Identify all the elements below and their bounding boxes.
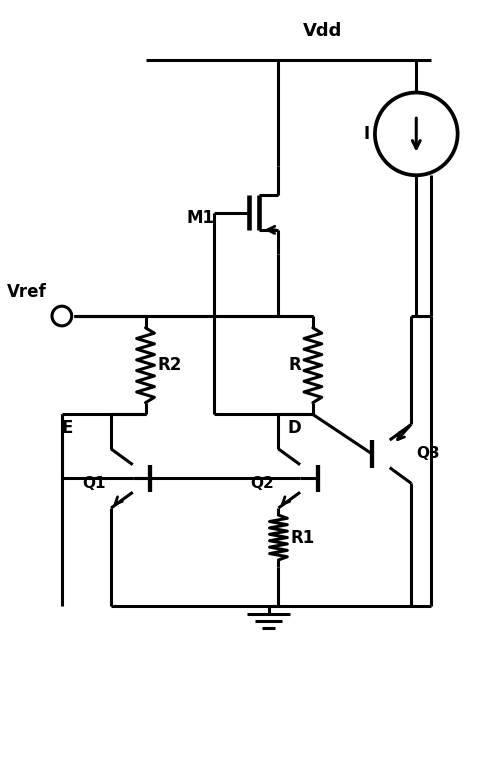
Text: Vdd: Vdd <box>303 22 342 40</box>
Text: D: D <box>287 419 301 438</box>
Text: Q2: Q2 <box>250 476 273 491</box>
Text: M1: M1 <box>186 209 214 227</box>
Text: R2: R2 <box>158 356 182 374</box>
Text: Vref: Vref <box>7 283 47 301</box>
Text: Q1: Q1 <box>83 476 106 491</box>
Text: R: R <box>288 356 301 374</box>
Text: R1: R1 <box>290 529 315 546</box>
Text: E: E <box>62 419 73 438</box>
Text: Q3: Q3 <box>416 447 440 461</box>
Text: I: I <box>364 125 370 143</box>
